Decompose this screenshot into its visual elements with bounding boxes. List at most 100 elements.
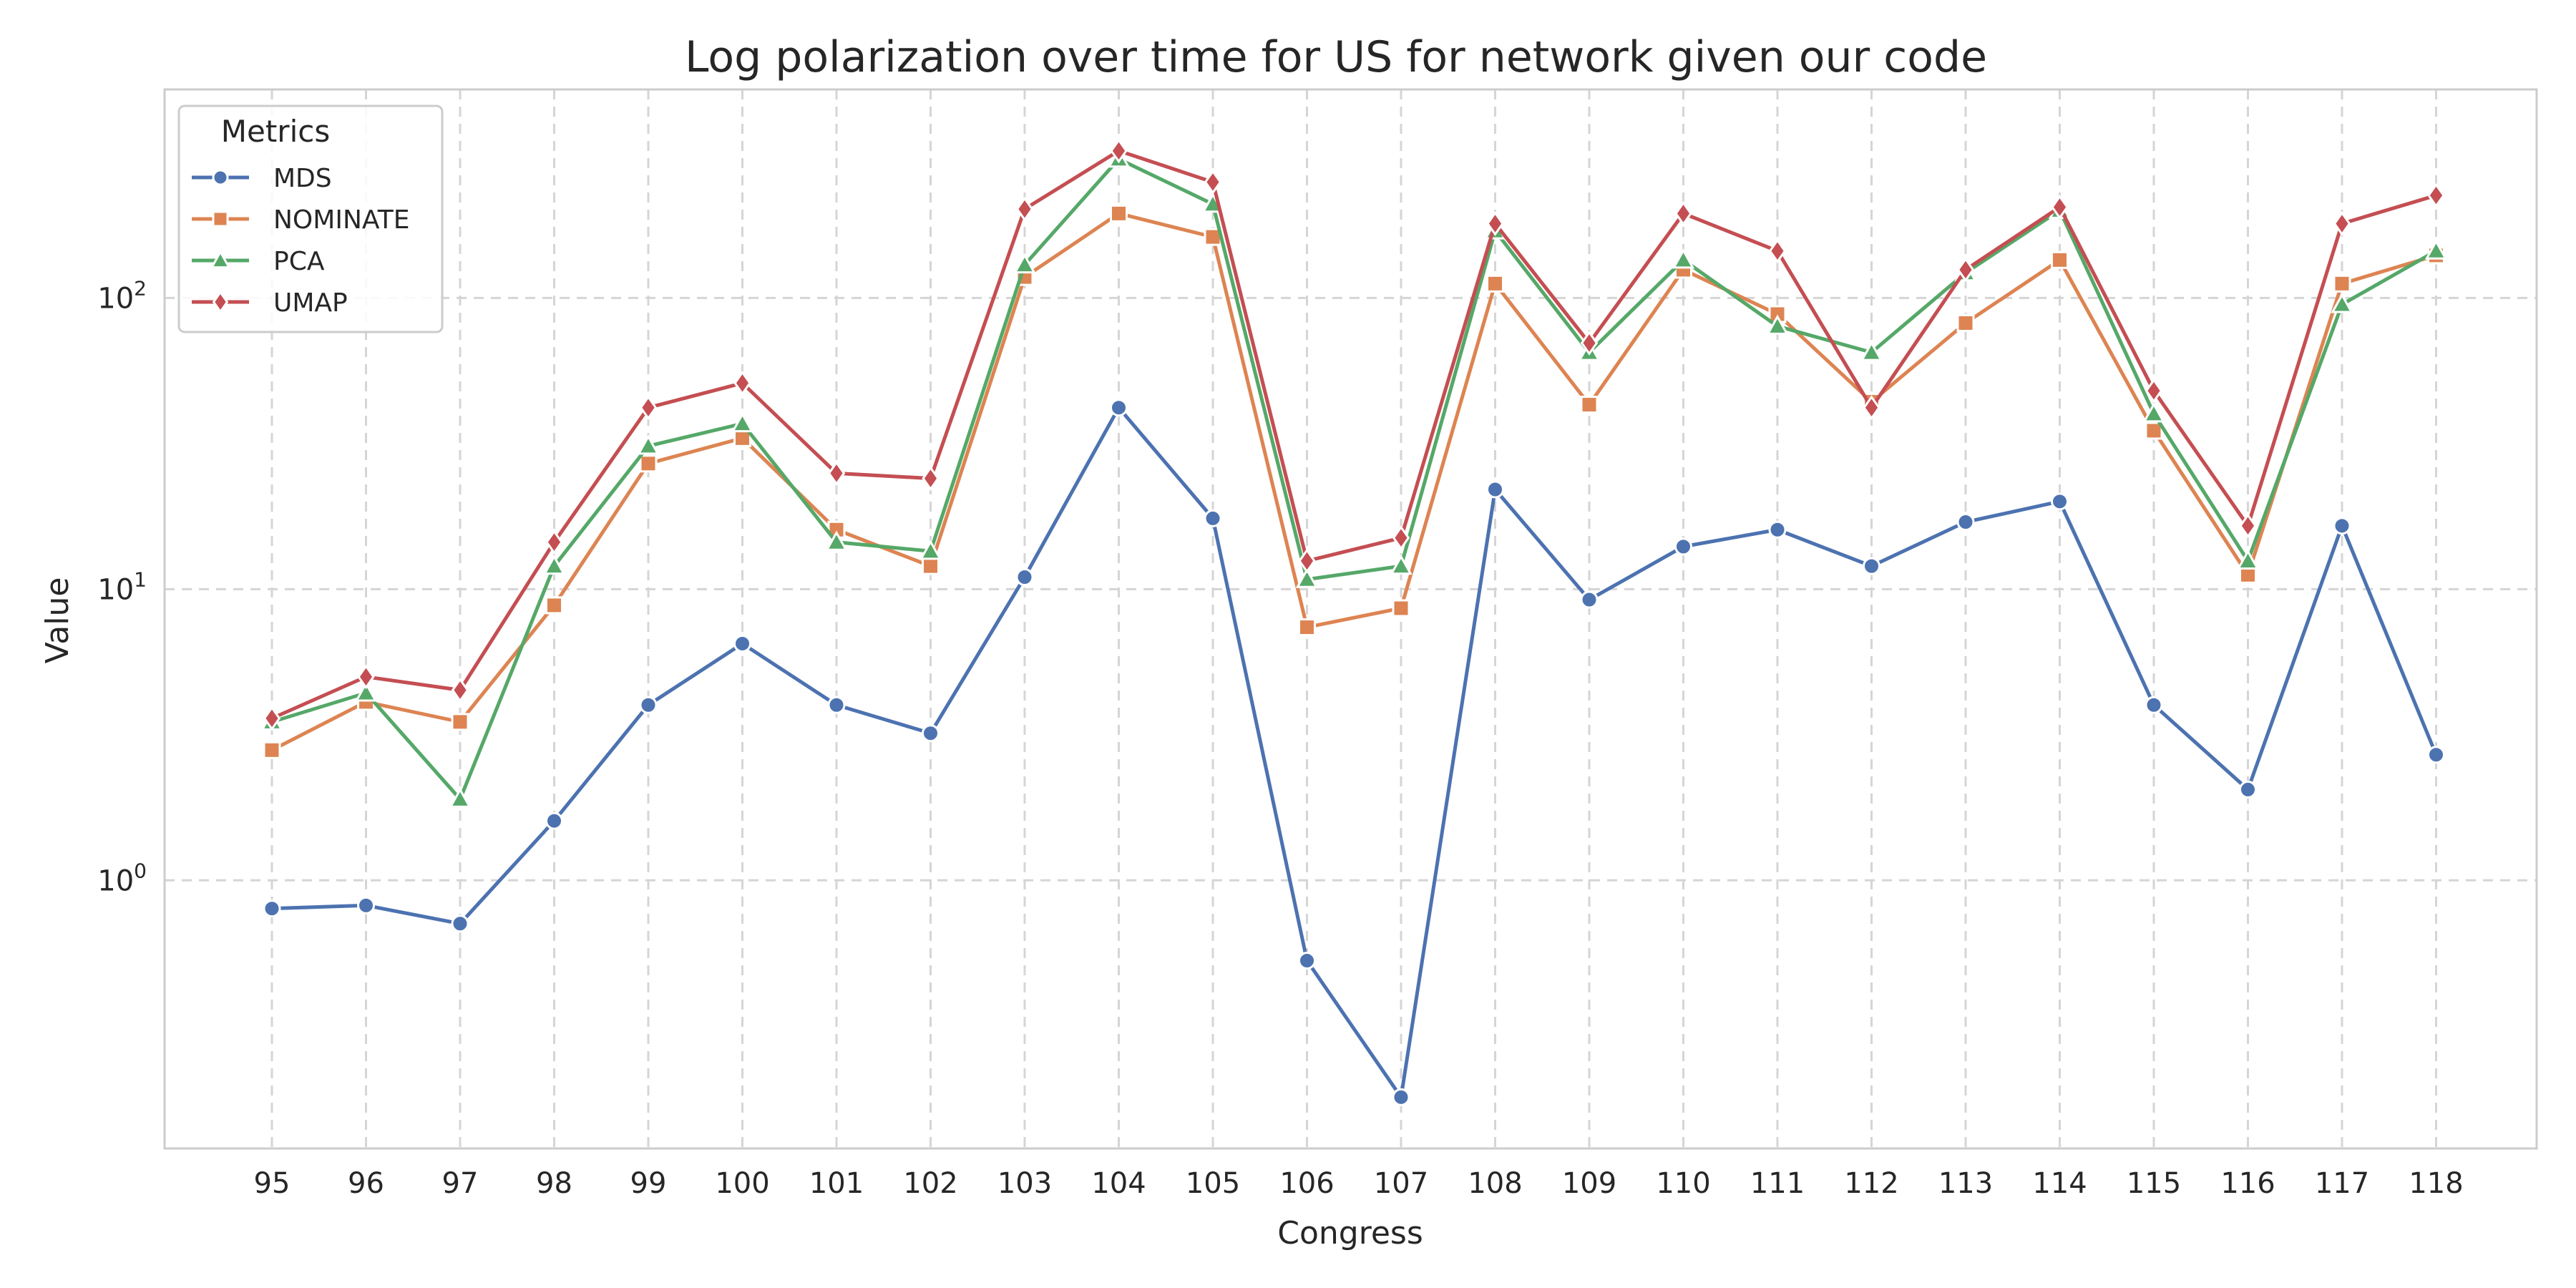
legend-title: Metrics (221, 114, 330, 149)
legend-item-mds[interactable]: MDS (192, 164, 332, 193)
data-point (2333, 517, 2351, 535)
x-tick-label: 105 (1186, 1167, 1240, 1200)
x-axis-label: Congress (1277, 1215, 1423, 1252)
y-tick-label: 101 (97, 567, 147, 606)
data-point (1013, 253, 1036, 274)
legend-label: MDS (273, 164, 332, 193)
data-point (1580, 590, 1599, 609)
x-tick-label: 108 (1468, 1167, 1522, 1200)
data-point (263, 706, 281, 731)
data-point (1390, 554, 1413, 575)
data-point (919, 539, 942, 560)
x-tick-label: 102 (903, 1167, 957, 1200)
series-line (271, 157, 2437, 801)
data-point (545, 811, 563, 830)
legend-item-pca[interactable]: PCA (192, 247, 325, 276)
data-point (827, 460, 846, 486)
data-point (637, 434, 660, 455)
data-point (1486, 211, 1504, 236)
data-point (2051, 492, 2069, 511)
legend-label: NOMINATE (273, 205, 409, 235)
data-point (922, 466, 940, 492)
legend-marker (212, 290, 229, 314)
x-tick-label: 101 (809, 1167, 864, 1200)
data-point (922, 724, 940, 743)
x-tick-label: 96 (348, 1167, 384, 1200)
x-tick-label: 116 (2220, 1167, 2275, 1200)
data-point (2424, 239, 2448, 260)
data-point (1298, 618, 1316, 637)
x-tick-label: 95 (254, 1167, 291, 1200)
y-axis-label: Value (39, 577, 76, 664)
x-tick-label: 106 (1279, 1167, 1334, 1200)
chart-title: Log polarization over time for US for ne… (685, 32, 1987, 82)
data-point (1392, 599, 1410, 618)
x-tick-label: 118 (2409, 1167, 2463, 1200)
data-point (1015, 196, 1034, 222)
data-point (639, 696, 658, 714)
data-point (1392, 525, 1410, 551)
data-point (2239, 780, 2257, 799)
legend-marker (210, 249, 231, 269)
legend-item-umap[interactable]: UMAP (192, 288, 348, 318)
x-tick-label: 100 (715, 1167, 769, 1200)
x-tick-label: 97 (442, 1167, 479, 1200)
data-point (1768, 520, 1787, 539)
data-point (451, 914, 469, 933)
data-point (639, 454, 658, 473)
legend-label: UMAP (273, 288, 348, 318)
data-point (2051, 195, 2069, 220)
grid-lines (165, 89, 2537, 1148)
y-tick-label: 102 (97, 276, 147, 315)
data-point (1486, 274, 1504, 293)
y-tick-label: 100 (97, 859, 147, 897)
data-point (1672, 248, 1695, 269)
data-point (357, 664, 375, 690)
plot-frame (163, 88, 2538, 1150)
data-point (357, 896, 375, 914)
data-point (542, 554, 566, 575)
data-point (1766, 314, 1789, 335)
x-tick-label: 110 (1656, 1167, 1710, 1200)
data-point (825, 530, 848, 551)
x-tick-label: 104 (1091, 1167, 1146, 1200)
data-point (639, 395, 658, 421)
data-point (2333, 274, 2351, 293)
legend-marker (212, 169, 229, 186)
data-point (733, 634, 751, 653)
data-point (2239, 513, 2257, 539)
data-point (1486, 480, 1504, 499)
legend-item-nominate[interactable]: NOMINATE (192, 205, 409, 235)
legend-box (177, 104, 444, 333)
data-point (1110, 204, 1128, 223)
data-point (1956, 257, 1975, 283)
data-point (451, 677, 469, 703)
data-point (827, 696, 846, 714)
data-point (1674, 200, 1692, 226)
data-point (1298, 951, 1316, 970)
data-point (2142, 402, 2165, 423)
data-point (2145, 696, 2163, 714)
data-point (451, 713, 469, 731)
legend: Metrics MDS NOMINATE PCA UMAP (177, 104, 444, 333)
x-tick-label: 107 (1374, 1167, 1428, 1200)
data-point (2427, 746, 2445, 764)
data-point (1674, 537, 1692, 556)
x-tick-label: 109 (1562, 1167, 1616, 1200)
legend-marker (212, 210, 229, 228)
data-point (731, 411, 754, 433)
data-point (1298, 548, 1316, 574)
data-point (1863, 557, 1880, 575)
data-point (733, 370, 751, 396)
data-point (1956, 513, 1975, 532)
x-tick-label: 98 (536, 1167, 572, 1200)
x-tick-label: 115 (2127, 1167, 2181, 1200)
data-point (1110, 138, 1128, 164)
x-tick-label: 103 (997, 1167, 1052, 1200)
data-point (1768, 238, 1787, 264)
series-line (270, 211, 2437, 752)
data-point (1863, 395, 1880, 421)
data-point (2236, 549, 2260, 570)
data-point (1580, 330, 1599, 356)
